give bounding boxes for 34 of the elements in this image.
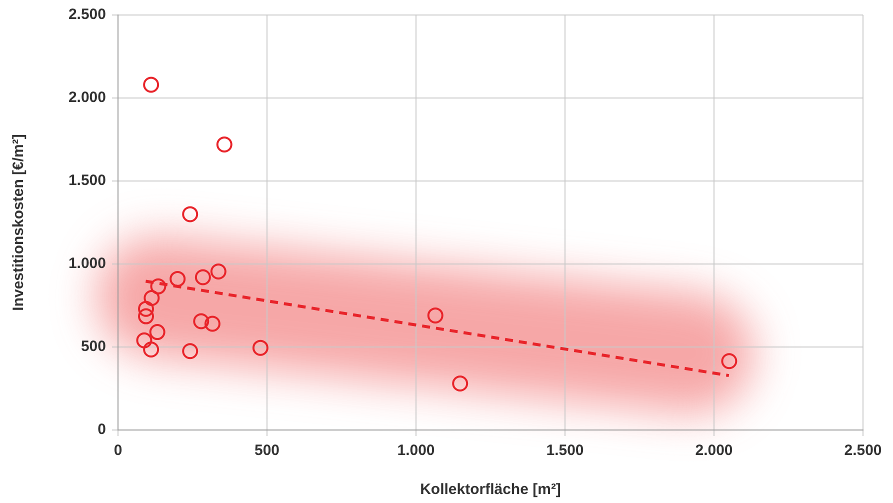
point	[252, 340, 268, 356]
y-tick-label: 1.500	[68, 172, 106, 190]
x-tick-label: 2.500	[844, 442, 882, 460]
y-axis-title: Investitionskosten [€/m²]	[10, 134, 28, 311]
point	[182, 206, 198, 222]
point	[136, 332, 152, 348]
point	[204, 316, 220, 332]
point	[150, 278, 166, 294]
point	[144, 290, 160, 306]
point	[210, 263, 226, 280]
point	[216, 136, 232, 152]
point	[138, 300, 154, 317]
x-tick-label: 1.000	[397, 442, 435, 460]
point	[721, 353, 738, 370]
point	[143, 341, 160, 358]
y-tick-label: 0	[98, 421, 106, 438]
x-tick-label: 2.000	[695, 442, 733, 460]
y-tick-label: 1.000	[68, 255, 106, 272]
y-tick-label: 2.500	[68, 6, 106, 24]
point	[143, 76, 160, 93]
x-axis-title: Kollektorfläche [m²]	[420, 481, 561, 498]
point	[182, 343, 198, 360]
x-tick-label: 500	[254, 442, 280, 460]
point	[452, 376, 468, 392]
point	[193, 313, 210, 330]
point	[194, 269, 211, 286]
y-tick-label: 500	[80, 338, 106, 356]
y-tick-label: 2.000	[68, 89, 106, 106]
point	[149, 324, 166, 340]
point	[427, 307, 444, 324]
x-tick-label: 1.500	[546, 442, 584, 460]
point	[170, 270, 186, 287]
x-tick-label: 0	[114, 442, 122, 460]
point	[138, 308, 154, 324]
